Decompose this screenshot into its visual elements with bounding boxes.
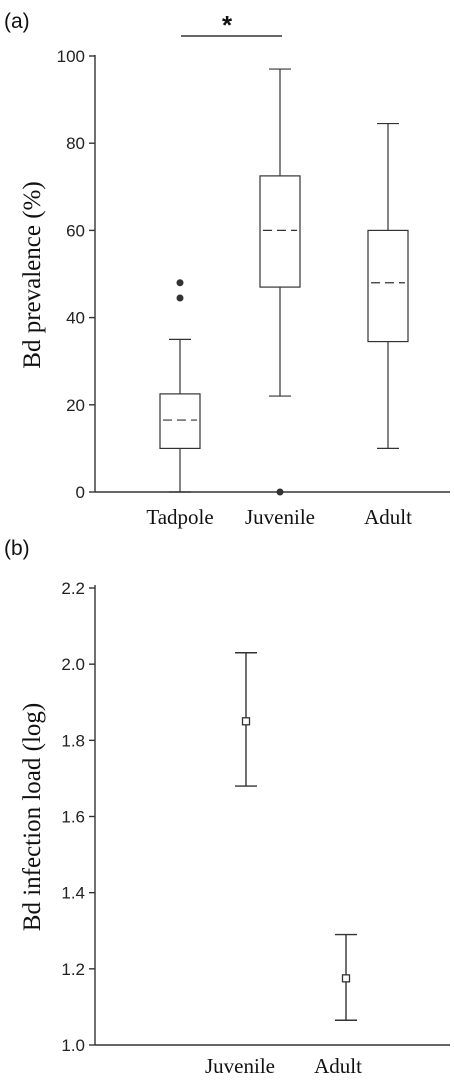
outlier-point bbox=[176, 294, 184, 302]
panel-a-y-axis-label: Bd prevalence (%) bbox=[19, 181, 46, 368]
box-adult bbox=[367, 229, 409, 343]
outlier-point bbox=[276, 488, 284, 496]
y-tick-label: 80 bbox=[66, 134, 85, 153]
panel-b-label: (b) bbox=[4, 537, 30, 560]
panel-a-y-ticks: 0 20 40 60 80 100 bbox=[57, 47, 95, 502]
panel-b-chart: (b) Bd infection load (log) 1.0 1.2 1.4 1.6… bbox=[4, 537, 450, 1078]
panel-a-label: (a) bbox=[4, 10, 30, 33]
y-tick-label: 2.0 bbox=[61, 655, 85, 674]
box-juvenile bbox=[259, 175, 301, 288]
y-tick-label: 1.2 bbox=[61, 960, 85, 979]
y-tick-label: 40 bbox=[66, 309, 85, 328]
panel-b-y-axis-label: Bd infection load (log) bbox=[19, 703, 46, 931]
x-tick-label: Juvenile bbox=[245, 505, 315, 529]
panel-a-chart: (a) Bd prevalence (%) * 0 20 40 60 80 100 Tad… bbox=[4, 10, 450, 529]
panel-b-y-ticks: 1.0 1.2 1.4 1.6 1.8 2.0 2.2 bbox=[61, 579, 95, 1055]
x-tick-label: Adult bbox=[314, 1054, 362, 1078]
x-tick-label: Juvenile bbox=[205, 1054, 275, 1078]
x-tick-label: Adult bbox=[364, 505, 412, 529]
significance-marker: * bbox=[222, 10, 233, 40]
y-tick-label: 1.8 bbox=[61, 731, 85, 750]
panel-a-x-ticks: Tadpole Juvenile Adult bbox=[146, 505, 412, 529]
y-tick-label: 0 bbox=[76, 483, 85, 502]
y-tick-label: 60 bbox=[66, 221, 85, 240]
outlier-point bbox=[176, 279, 184, 287]
box-tadpole bbox=[159, 393, 201, 449]
y-tick-label: 2.2 bbox=[61, 579, 85, 598]
y-tick-label: 20 bbox=[66, 396, 85, 415]
panel-b-points bbox=[235, 652, 357, 1021]
mean-point-adult bbox=[341, 974, 351, 983]
y-tick-label: 1.0 bbox=[61, 1036, 85, 1055]
y-tick-label: 1.4 bbox=[61, 884, 85, 903]
x-tick-label: Tadpole bbox=[146, 505, 213, 529]
y-tick-label: 1.6 bbox=[61, 808, 85, 827]
panel-b-x-ticks: Juvenile Adult bbox=[205, 1054, 362, 1078]
mean-point-juvenile bbox=[241, 717, 251, 726]
y-tick-label: 100 bbox=[57, 47, 85, 66]
panel-a-boxes bbox=[159, 68, 409, 496]
